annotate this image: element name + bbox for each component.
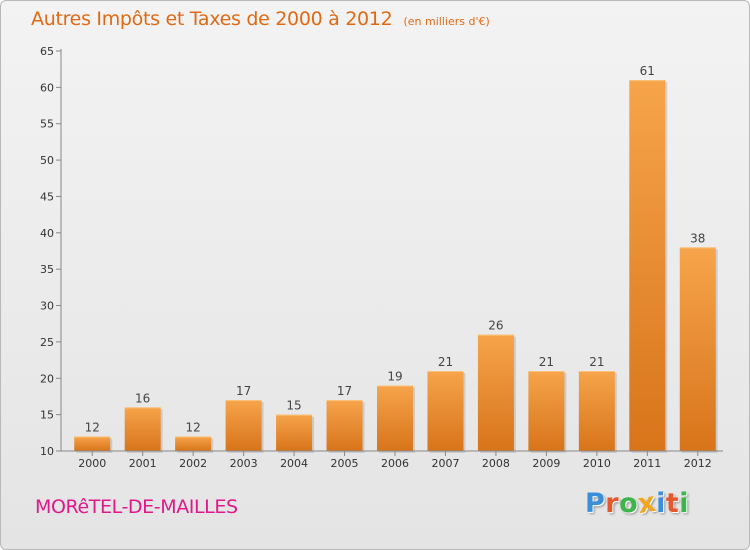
x-tick-label-2006: 2006 <box>381 457 409 470</box>
bar-2006 <box>377 385 413 451</box>
y-tick-label-10: 10 <box>40 445 54 458</box>
x-tick-label-2009: 2009 <box>532 457 560 470</box>
bar-2010 <box>578 371 615 451</box>
x-tick-label-2004: 2004 <box>280 457 308 470</box>
data-label-2001: 16 <box>135 391 150 405</box>
x-tick-label-2010: 2010 <box>583 457 611 470</box>
y-tick-label-55: 55 <box>40 118 54 131</box>
data-label-2002: 12 <box>186 420 201 434</box>
x-tick-label-2001: 2001 <box>129 457 157 470</box>
commune-name: MORêTEL-DE-MAILLES <box>35 496 238 518</box>
data-label-2006: 19 <box>387 370 402 384</box>
data-label-2009: 21 <box>539 355 554 369</box>
y-tick-label-65: 65 <box>40 45 54 58</box>
bar-2002 <box>175 436 212 451</box>
y-tick-label-45: 45 <box>40 190 54 203</box>
title-row: Autres Impôts et Taxes de 2000 à 2012 (e… <box>31 8 490 30</box>
data-label-2000: 12 <box>85 420 100 434</box>
data-label-2004: 15 <box>286 399 301 413</box>
data-label-2005: 17 <box>337 384 352 398</box>
proxiti-logo[interactable]: Proxiti <box>585 486 690 521</box>
logo-letter-6: i <box>679 488 690 519</box>
y-tick-label-20: 20 <box>40 372 54 385</box>
x-tick-label-2000: 2000 <box>78 457 106 470</box>
bar-2008 <box>477 334 514 451</box>
bar-2001 <box>124 407 161 451</box>
bar-2004 <box>276 414 313 451</box>
bar-2007 <box>427 371 464 451</box>
chart-title: Autres Impôts et Taxes de 2000 à 2012 <box>31 8 393 30</box>
y-tick-label-15: 15 <box>40 409 54 422</box>
data-label-2007: 21 <box>438 355 453 369</box>
bars-group <box>74 80 718 453</box>
y-tick-label-60: 60 <box>40 81 54 94</box>
chart-subtitle: (en milliers d'€) <box>403 15 490 28</box>
x-tick-label-2011: 2011 <box>633 457 661 470</box>
data-label-2003: 17 <box>236 384 251 398</box>
x-tick-label-2012: 2012 <box>684 457 712 470</box>
logo-letter-4: i <box>656 488 666 519</box>
data-label-2011: 61 <box>640 64 655 78</box>
x-tick-label-2007: 2007 <box>431 457 459 470</box>
bar-2005 <box>326 400 363 451</box>
logo-letter-2: o <box>619 488 639 519</box>
logo-letter-1: r <box>605 488 620 519</box>
logo-letter-3: x <box>636 486 659 521</box>
x-tick-label-2005: 2005 <box>331 457 359 470</box>
data-label-2008: 26 <box>488 319 503 333</box>
bar-2000 <box>74 436 111 451</box>
labels-group: 12 2000 16 2001 12 2002 17 2003 15 2004 17 2005 19 20… <box>40 45 712 470</box>
x-tick-label-2008: 2008 <box>482 457 510 470</box>
y-tick-label-40: 40 <box>40 227 54 240</box>
bar-2009 <box>528 371 565 451</box>
x-tick-label-2003: 2003 <box>230 457 258 470</box>
bar-2003 <box>225 400 262 451</box>
logo-letter-0: P <box>585 488 606 519</box>
y-tick-label-35: 35 <box>40 263 54 276</box>
y-tick-label-25: 25 <box>40 336 54 349</box>
bar-2011 <box>629 80 666 451</box>
axes-group <box>56 49 723 456</box>
logo-letter-5: t <box>665 488 680 519</box>
y-tick-label-30: 30 <box>40 300 54 313</box>
bar-2012 <box>679 247 716 451</box>
data-label-2010: 21 <box>589 355 604 369</box>
data-label-2012: 38 <box>690 231 705 245</box>
x-tick-label-2002: 2002 <box>179 457 207 470</box>
y-tick-label-50: 50 <box>40 154 54 167</box>
